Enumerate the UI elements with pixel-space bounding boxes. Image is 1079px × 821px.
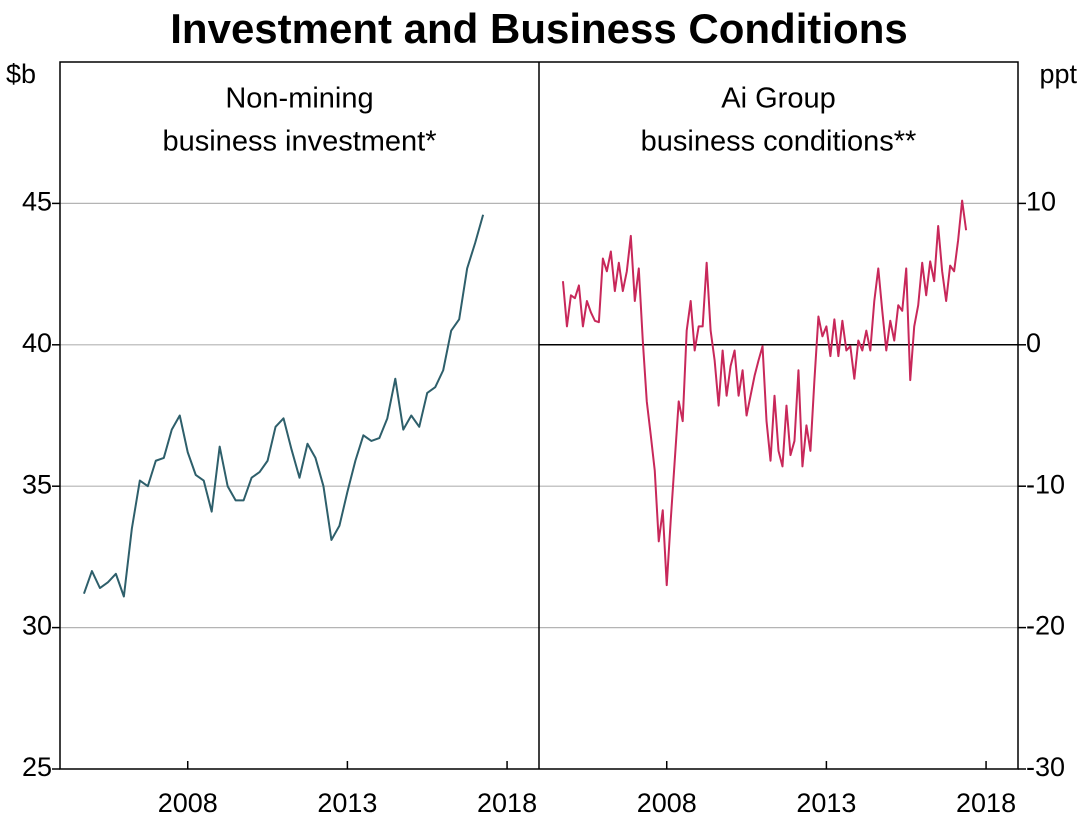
chart-title: Investment and Business Conditions xyxy=(170,5,907,52)
y-tick-label: 30 xyxy=(22,611,52,641)
y-tick-label: -30 xyxy=(1026,752,1065,782)
y-axis-label: $b xyxy=(6,59,36,89)
data-line xyxy=(83,214,485,598)
x-tick-label: 2008 xyxy=(158,788,218,818)
y-tick-label: -20 xyxy=(1026,611,1065,641)
x-tick-label: 2008 xyxy=(637,788,697,818)
x-tick-label: 2018 xyxy=(477,788,537,818)
panel-title: business conditions** xyxy=(641,126,917,158)
y-tick-label: 0 xyxy=(1026,328,1041,358)
x-tick-label: 2013 xyxy=(317,788,377,818)
x-tick-label: 2013 xyxy=(796,788,856,818)
panel-title: Ai Group xyxy=(721,83,835,115)
y-tick-label: 25 xyxy=(22,752,52,782)
y-tick-label: 40 xyxy=(22,328,52,358)
y-axis-label: ppt xyxy=(1039,59,1077,89)
x-tick-label: 2018 xyxy=(956,788,1016,818)
panel-title: business investment* xyxy=(162,126,436,158)
y-tick-label: 10 xyxy=(1026,187,1056,217)
data-line xyxy=(561,199,968,587)
y-tick-label: 45 xyxy=(22,187,52,217)
y-tick-label: 35 xyxy=(22,469,52,499)
y-tick-label: -10 xyxy=(1026,469,1065,499)
panel-title: Non-mining xyxy=(225,83,373,115)
